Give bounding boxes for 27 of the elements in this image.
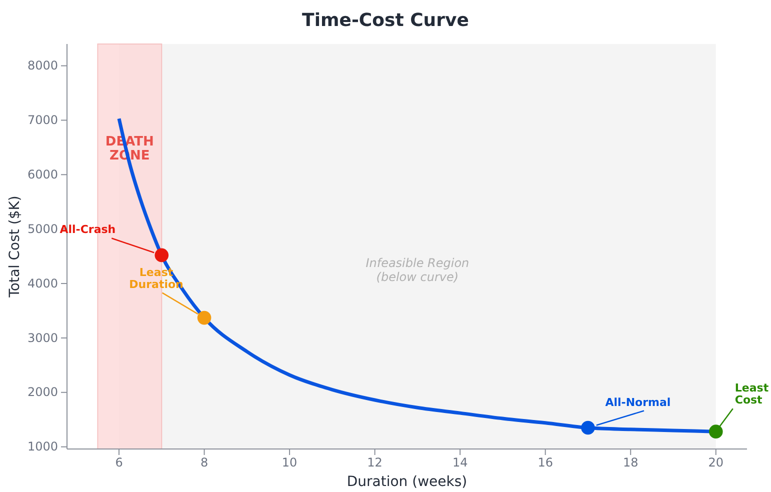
x-tick-label: 8	[200, 456, 208, 470]
annotation: All-Normal	[605, 396, 671, 409]
x-tick-label: 10	[282, 456, 298, 470]
x-tick-label: 18	[622, 456, 638, 470]
y-tick-label: 7000	[27, 113, 58, 128]
chart-title: Time-Cost Curve	[302, 10, 469, 31]
y-tick-label: 3000	[27, 330, 58, 345]
point	[581, 420, 595, 435]
y-tick-label: 5000	[27, 222, 58, 236]
annotation: Least Cost	[734, 382, 769, 407]
y-tick-label: 1000	[27, 440, 58, 454]
x-tick-label: 6	[115, 456, 123, 470]
x-tick-label: 16	[538, 456, 553, 470]
y-axis-title: Total Cost ($K)	[7, 196, 23, 298]
point	[708, 424, 723, 438]
x-tick-label: 20	[708, 456, 724, 470]
x-tick-label: 12	[367, 456, 382, 470]
band-label: Infeasible Region (below curve)	[366, 256, 470, 284]
annotation: All-Crash	[60, 223, 116, 236]
y-tick-label: 8000	[27, 58, 58, 73]
y-tick-label: 2000	[27, 385, 58, 400]
y-tick-label: 6000	[27, 167, 58, 182]
point	[197, 310, 212, 325]
point	[154, 248, 169, 262]
x-tick-label: 14	[452, 456, 468, 470]
y-tick-label: 4000	[27, 276, 58, 290]
x-axis-title: Duration (weeks)	[346, 474, 468, 490]
